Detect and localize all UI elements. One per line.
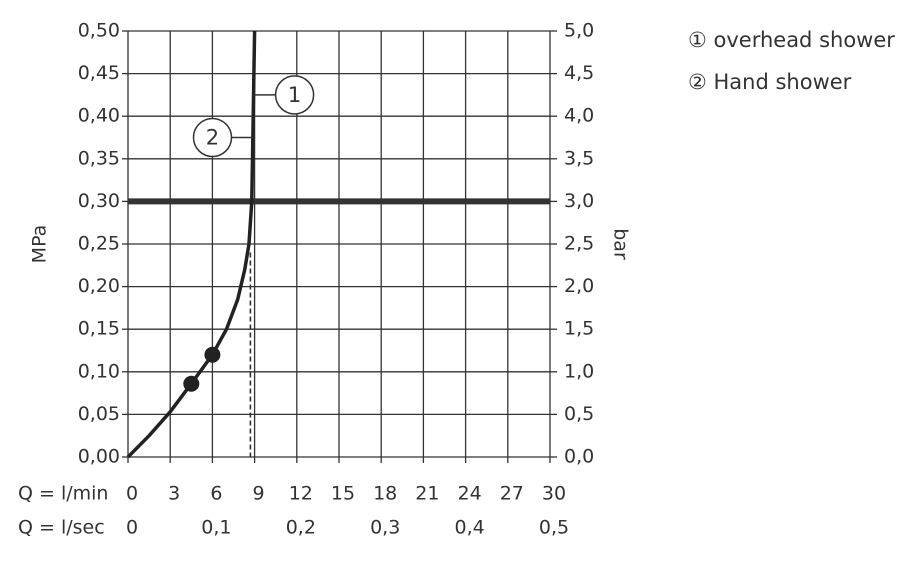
y2-tick-label: 1,0	[564, 360, 594, 382]
x2-tick-label: 0,5	[539, 517, 569, 539]
x2-axis-label: Q = l/sec	[18, 517, 105, 539]
y-tick-label: 0,00	[78, 446, 120, 468]
annotation-circle	[274, 75, 315, 115]
x-tick-label: 27	[500, 483, 524, 505]
marker	[204, 346, 221, 363]
x-tick-label: 18	[373, 483, 397, 505]
legend-entry: ② Hand shower	[688, 70, 852, 94]
y2-tick-label: 2,0	[564, 275, 594, 297]
y2-tick-label: 4,0	[564, 105, 594, 127]
y-tick-label: 0,20	[78, 275, 120, 297]
y2-tick-label: 3,5	[564, 147, 594, 169]
y2-tick-label: 5,0	[564, 20, 594, 42]
legend-entry: ① overhead shower	[688, 28, 895, 52]
x-tick-label: 15	[331, 483, 355, 505]
x2-tick-label: 0,3	[370, 517, 400, 539]
y-tick-label: 0,25	[78, 233, 120, 255]
x-tick-label: 0	[126, 483, 138, 505]
y2-tick-label: 3,0	[564, 190, 594, 212]
annotation-circle	[192, 117, 233, 158]
y-tick-label: 0,30	[78, 190, 120, 212]
curve	[126, 30, 257, 459]
marker	[183, 375, 200, 392]
annotation-label: 1	[288, 83, 301, 107]
x-tick-label: 6	[210, 483, 222, 505]
x-tick-label: 12	[289, 483, 313, 505]
y2-tick-label: 0,0	[564, 446, 594, 468]
y-tick-label: 0,15	[78, 318, 120, 340]
y-tick-label: 0,35	[78, 147, 120, 169]
y2-tick-label: 4,5	[564, 62, 594, 84]
x-tick-label: 9	[253, 483, 265, 505]
x-tick-label: 30	[542, 483, 566, 505]
y-tick-label: 0,50	[78, 20, 120, 42]
y2-tick-label: 0,5	[564, 403, 594, 425]
y-tick-label: 0,40	[78, 105, 120, 127]
x-axis-label: Q = l/min	[18, 483, 108, 505]
y2-tick-label: 2,5	[564, 233, 594, 255]
y2-axis-label: bar	[610, 228, 632, 260]
x2-tick-label: 0,4	[454, 517, 484, 539]
y2-tick-label: 1,5	[564, 318, 594, 340]
annotation-label: 2	[206, 126, 219, 150]
x2-tick-label: 0	[126, 517, 138, 539]
y-tick-label: 0,10	[78, 360, 120, 382]
y-tick-label: 0,05	[78, 403, 120, 425]
x-tick-label: 21	[415, 483, 439, 505]
x-tick-label: 3	[168, 483, 180, 505]
x2-tick-label: 0,2	[286, 517, 316, 539]
x2-tick-label: 0,1	[201, 517, 231, 539]
y-tick-label: 0,45	[78, 62, 120, 84]
x-tick-label: 24	[458, 483, 482, 505]
y-axis-label: MPa	[29, 225, 51, 264]
